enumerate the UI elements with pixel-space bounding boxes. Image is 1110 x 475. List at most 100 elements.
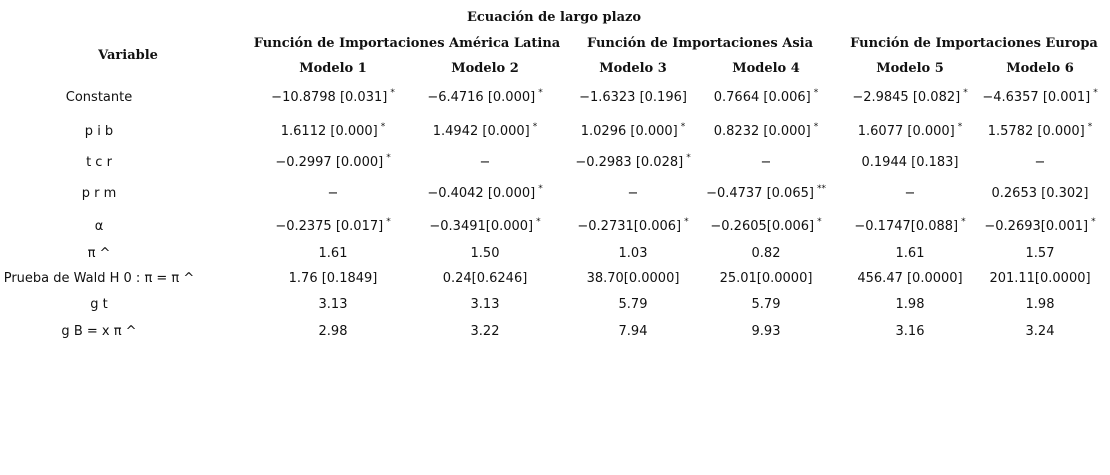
cell-value: 1.50: [470, 246, 500, 261]
cell-value: 0.24[0.6246]: [442, 271, 528, 286]
cell-value: 1.57: [1025, 246, 1055, 261]
table-cell: 2.98: [319, 324, 348, 339]
table-cell: −: [328, 186, 339, 201]
significance-marker: *: [390, 88, 395, 98]
table-cell: 25.01[0.0000]: [720, 271, 813, 286]
group-header-europa: Función de Importaciones Europa: [850, 36, 1098, 51]
table-cell: −: [628, 186, 639, 201]
table-cell: 0.2653 [0.302]: [992, 186, 1089, 201]
cell-value: 9.93: [751, 324, 781, 339]
table-cell: −0.2605[0.006] *: [710, 217, 822, 234]
cell-value: −6.4716 [0.000]: [427, 90, 536, 105]
significance-marker: *: [538, 88, 543, 98]
table-cell: 1.6112 [0.000] *: [281, 122, 386, 139]
cell-value: −: [760, 155, 772, 170]
cell-value: −: [1034, 155, 1046, 170]
table-cell: 201.11[0.0000]: [989, 271, 1090, 286]
cell-value: −1.6323 [0.196]: [579, 90, 687, 105]
row-label: p r m: [81, 186, 117, 201]
table-cell: −0.2997 [0.000] *: [275, 153, 391, 170]
cell-value: 5.79: [751, 297, 781, 312]
table-cell: 1.57: [1026, 246, 1055, 261]
row-label: Constante: [65, 90, 133, 105]
cell-value: −0.2693[0.001]: [984, 219, 1089, 234]
table-cell: 1.4942 [0.000] *: [432, 122, 538, 139]
table-cell: 3.13: [471, 297, 500, 312]
significance-marker: *: [380, 122, 386, 132]
cell-value: 1.4942 [0.000]: [432, 124, 530, 139]
table-cell: 5.79: [619, 297, 648, 312]
cell-value: 1.0296 [0.000]: [580, 124, 678, 139]
cell-value: 1.76 [0.1849]: [288, 271, 378, 286]
cell-value: 0.1944 [0.183]: [861, 155, 959, 170]
table-cell: −0.1747[0.088] *: [854, 217, 966, 234]
cell-value: −0.2375 [0.017]: [275, 219, 384, 234]
cell-value: −: [627, 186, 639, 201]
significance-marker: *: [532, 122, 538, 132]
table-cell: 0.82: [752, 246, 781, 261]
significance-marker: *: [386, 153, 391, 163]
row-label: π ^: [87, 246, 111, 261]
cell-value: 2.98: [318, 324, 348, 339]
cell-value: 1.98: [1025, 297, 1055, 312]
table-cell: 456.47 [0.0000]: [857, 271, 962, 286]
significance-marker: *: [386, 217, 391, 227]
significance-marker: *: [961, 217, 966, 227]
table-cell: 0.8232 [0.000] *: [713, 122, 818, 139]
cell-value: 0.82: [751, 246, 781, 261]
significance-marker: *: [963, 88, 968, 98]
significance-marker: **: [816, 184, 826, 194]
table-cell: 1.98: [1026, 297, 1055, 312]
cell-value: 201.11[0.0000]: [989, 271, 1091, 286]
significance-marker: *: [1087, 122, 1093, 132]
cell-value: −0.2605[0.006]: [710, 219, 815, 234]
table-cell: 7.94: [619, 324, 648, 339]
model-header: Modelo 3: [599, 61, 667, 76]
table-cell: 3.16: [896, 324, 925, 339]
table-cell: 1.6077 [0.000] *: [857, 122, 963, 139]
cell-value: 3.13: [470, 297, 500, 312]
variable-header: Variable: [98, 48, 158, 63]
cell-value: 38.70[0.0000]: [586, 271, 680, 286]
row-label: p i b: [84, 124, 114, 139]
cell-value: 1.5782 [0.000]: [987, 124, 1085, 139]
row-label: Prueba de Wald H 0 : π = π ^: [3, 271, 195, 286]
cell-value: −: [327, 186, 339, 201]
table-cell: −4.6357 [0.001] *: [982, 88, 1098, 105]
cell-value: −4.6357 [0.001]: [982, 90, 1091, 105]
significance-marker: *: [1093, 88, 1098, 98]
cell-value: 0.8232 [0.000]: [713, 124, 811, 139]
cell-value: 3.13: [318, 297, 348, 312]
cell-value: −: [479, 155, 491, 170]
table-title: Ecuación de largo plazo: [466, 10, 642, 25]
significance-marker: *: [1091, 217, 1096, 227]
table-cell: 3.13: [319, 297, 348, 312]
table-cell: 1.98: [896, 297, 925, 312]
cell-value: 3.24: [1025, 324, 1055, 339]
cell-value: 1.03: [618, 246, 648, 261]
cell-value: −: [904, 186, 916, 201]
significance-marker: *: [680, 122, 686, 132]
table-cell: 3.22: [471, 324, 500, 339]
cell-value: −0.2983 [0.028]: [575, 155, 684, 170]
model-header: Modelo 2: [451, 61, 519, 76]
significance-marker: *: [813, 88, 819, 98]
cell-value: 1.6077 [0.000]: [857, 124, 955, 139]
cell-value: −0.3491[0.000]: [429, 219, 534, 234]
cell-value: −0.2731[0.006]: [577, 219, 682, 234]
table-cell: 0.7664 [0.006] *: [714, 88, 819, 105]
significance-marker: *: [957, 122, 963, 132]
significance-marker: *: [536, 217, 541, 227]
table-cell: −: [1035, 155, 1046, 170]
cell-value: 25.01[0.0000]: [719, 271, 813, 286]
cell-value: 0.2653 [0.302]: [991, 186, 1089, 201]
cell-value: −0.4737 [0.065]: [706, 186, 814, 201]
row-label: t c r: [86, 155, 112, 170]
row-label: g t: [90, 297, 108, 312]
significance-marker: *: [817, 217, 822, 227]
table-cell: 1.50: [471, 246, 500, 261]
table-cell: 1.03: [619, 246, 648, 261]
table-cell: −0.4737 [0.065] **: [706, 184, 826, 201]
significance-marker: *: [686, 153, 691, 163]
table-cell: −: [905, 186, 916, 201]
